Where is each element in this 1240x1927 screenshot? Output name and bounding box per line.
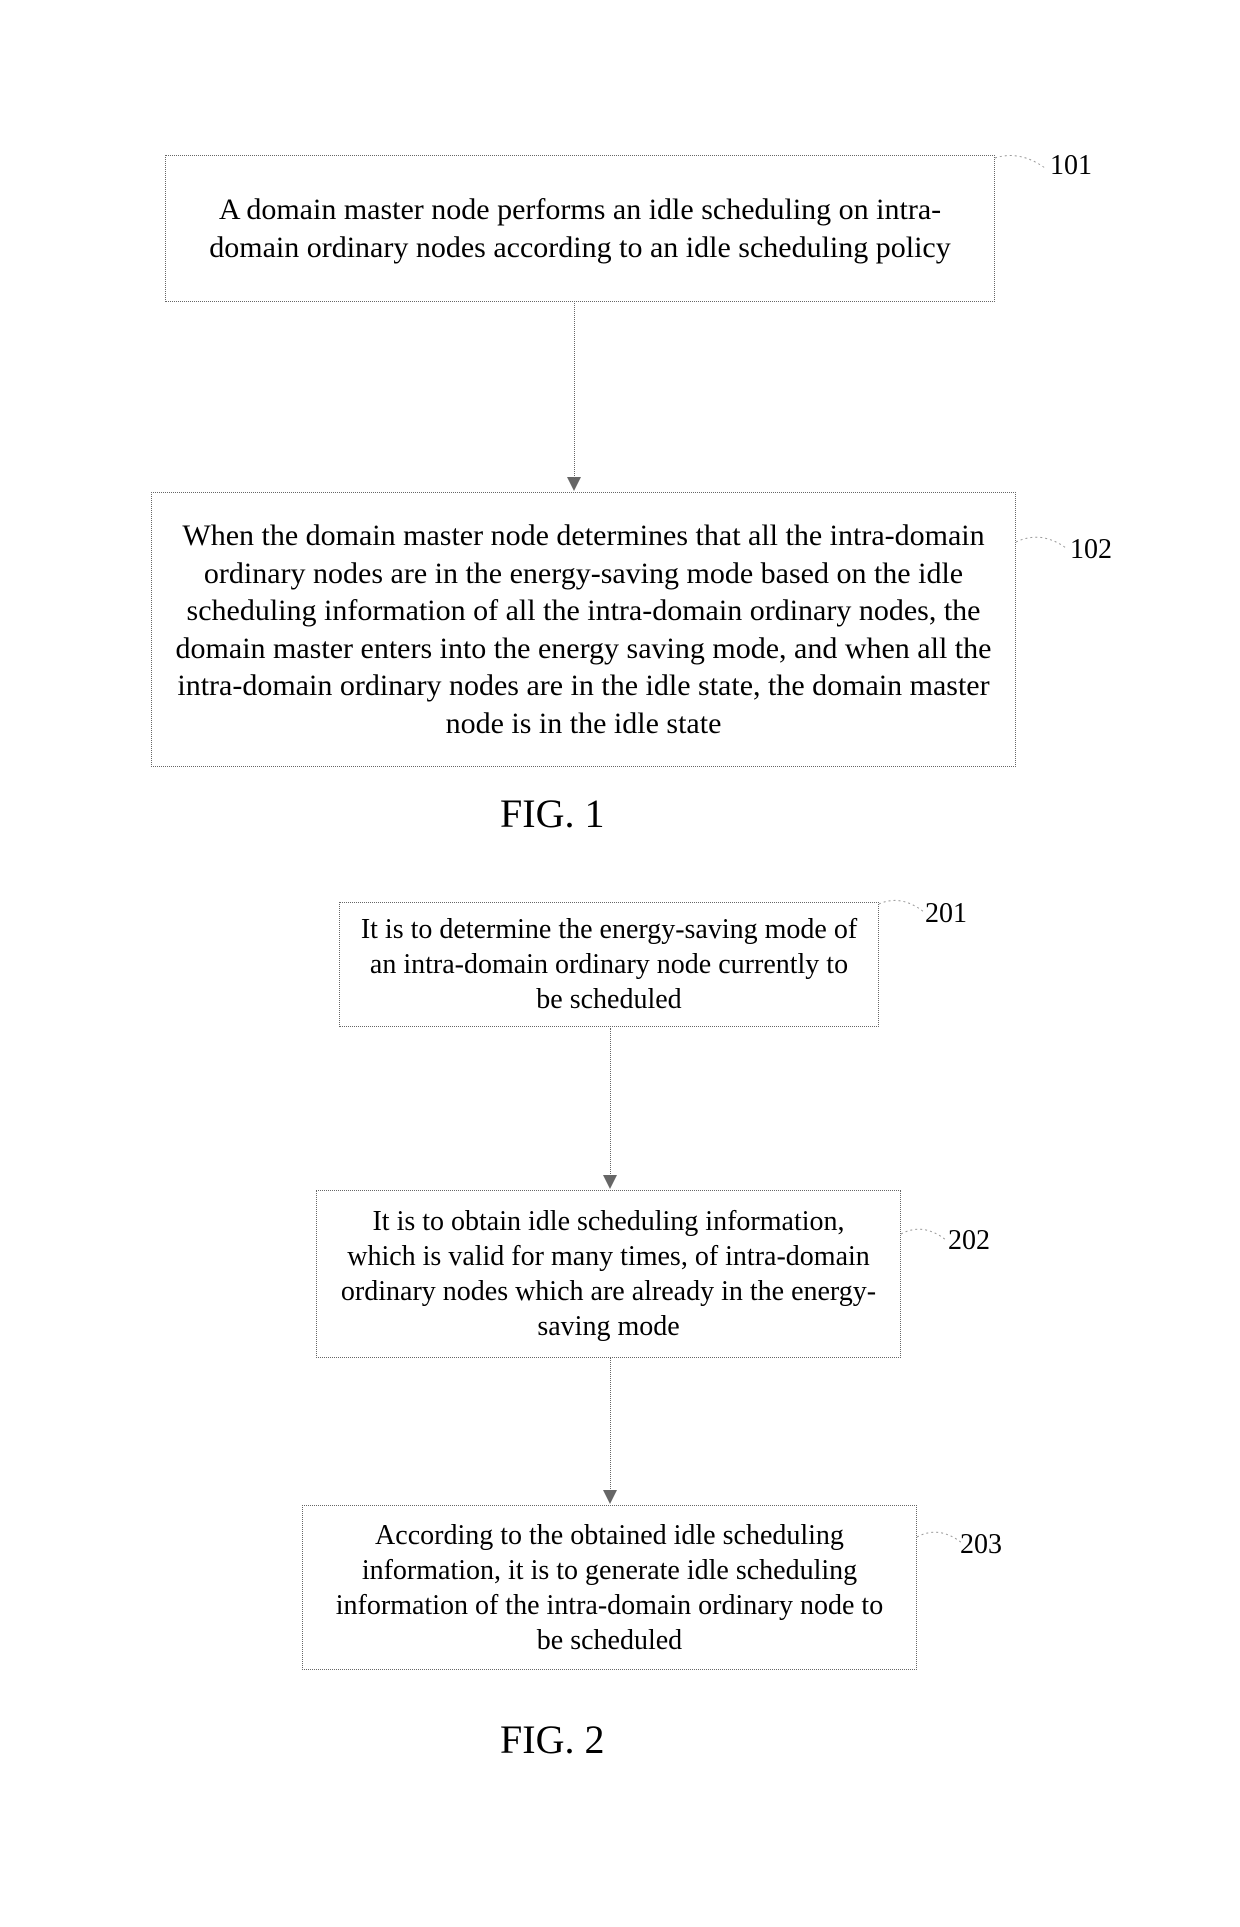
fig2-label-203-text: 203 — [960, 1529, 1002, 1560]
fig2-label-201-text: 201 — [925, 898, 967, 929]
fig1-title-text: FIG. 1 — [500, 791, 604, 836]
fig2-arrowhead-2 — [603, 1490, 617, 1504]
fig2-label-202: 202 — [948, 1225, 990, 1257]
fig2-title: FIG. 2 — [500, 1716, 604, 1763]
fig1-box-101-text: A domain master node performs an idle sc… — [186, 191, 974, 266]
fig1-connector-1 — [574, 303, 575, 478]
fig2-arrowhead-1 — [603, 1175, 617, 1189]
fig2-box-202: It is to obtain idle scheduling informat… — [316, 1190, 901, 1358]
fig1-title: FIG. 1 — [500, 790, 604, 837]
fig2-title-text: FIG. 2 — [500, 1717, 604, 1762]
leader-202 — [901, 1222, 951, 1252]
fig1-box-101: A domain master node performs an idle sc… — [165, 155, 995, 302]
fig2-box-203-text: According to the obtained idle schedulin… — [323, 1518, 896, 1658]
fig1-arrowhead-1 — [567, 477, 581, 491]
fig1-label-101: 101 — [1050, 150, 1092, 182]
fig2-box-202-text: It is to obtain idle scheduling informat… — [337, 1204, 880, 1344]
fig2-box-201: It is to determine the energy-saving mod… — [339, 902, 879, 1027]
fig2-label-201: 201 — [925, 898, 967, 930]
fig1-box-102: When the domain master node determines t… — [151, 492, 1016, 767]
leader-101 — [995, 150, 1050, 180]
fig1-label-101-text: 101 — [1050, 150, 1092, 181]
fig1-label-102: 102 — [1070, 534, 1112, 566]
fig1-label-102-text: 102 — [1070, 534, 1112, 565]
fig2-label-203: 203 — [960, 1529, 1002, 1561]
fig2-box-201-text: It is to determine the energy-saving mod… — [360, 912, 858, 1017]
leader-102 — [1016, 530, 1071, 560]
fig2-connector-2 — [610, 1358, 611, 1491]
leader-201 — [879, 894, 929, 924]
fig2-box-203: According to the obtained idle schedulin… — [302, 1505, 917, 1670]
fig1-box-102-text: When the domain master node determines t… — [172, 517, 995, 742]
fig2-connector-1 — [610, 1028, 611, 1176]
fig2-label-202-text: 202 — [948, 1225, 990, 1256]
